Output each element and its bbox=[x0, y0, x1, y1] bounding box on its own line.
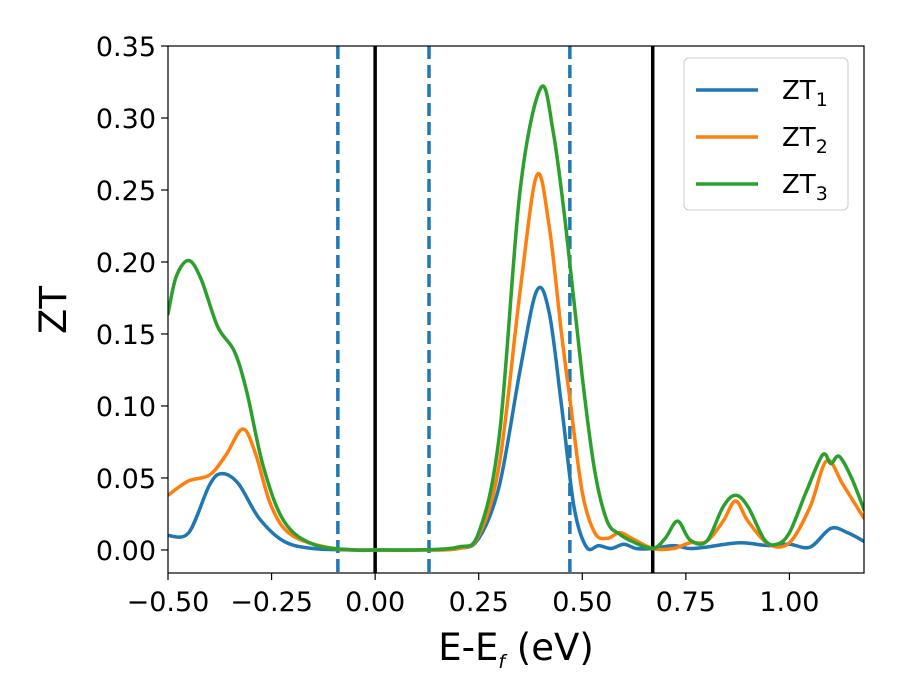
x-tick-label: 0.25 bbox=[449, 587, 509, 618]
y-tick-label: 0.20 bbox=[96, 248, 156, 279]
x-tick-label: 0.00 bbox=[345, 587, 405, 618]
legend-label-zt1: ZT1 bbox=[782, 76, 828, 111]
legend-label-zt2: ZT2 bbox=[782, 123, 828, 158]
legend-box bbox=[683, 57, 849, 211]
y-tick-label: 0.00 bbox=[96, 536, 156, 567]
x-axis-label: E-Ef (eV) bbox=[438, 626, 594, 673]
series-lines bbox=[168, 84, 864, 553]
y-tick-label: 0.30 bbox=[96, 104, 156, 135]
x-axis-ticks: −0.50 −0.25 0.00 0.25 0.50 0.75 1.00 bbox=[127, 573, 819, 618]
series-line-zt2 bbox=[168, 171, 864, 552]
y-tick-label: 0.35 bbox=[96, 32, 156, 63]
plot-frame bbox=[167, 45, 865, 574]
legend-label-zt3: ZT3 bbox=[782, 170, 828, 205]
y-tick-label: 0.15 bbox=[96, 320, 156, 351]
y-axis-ticks: 0.00 0.05 0.10 0.15 0.20 0.25 0.30 0.35 bbox=[96, 32, 168, 567]
vertical-reference-lines bbox=[336, 46, 655, 573]
x-tick-label: −0.25 bbox=[230, 587, 313, 618]
y-tick-label: 0.10 bbox=[96, 392, 156, 423]
x-tick-label: 0.50 bbox=[552, 587, 612, 618]
legend: ZT1 ZT2 ZT3 bbox=[683, 57, 849, 211]
y-tick-label: 0.25 bbox=[96, 176, 156, 207]
x-tick-label: −0.50 bbox=[127, 587, 210, 618]
y-axis-label: ZT bbox=[32, 286, 75, 334]
y-tick-label: 0.05 bbox=[96, 464, 156, 495]
x-tick-label: 1.00 bbox=[759, 587, 819, 618]
series-line-zt1 bbox=[168, 285, 864, 552]
series-line-zt3 bbox=[168, 84, 864, 553]
x-tick-label: 0.75 bbox=[656, 587, 716, 618]
